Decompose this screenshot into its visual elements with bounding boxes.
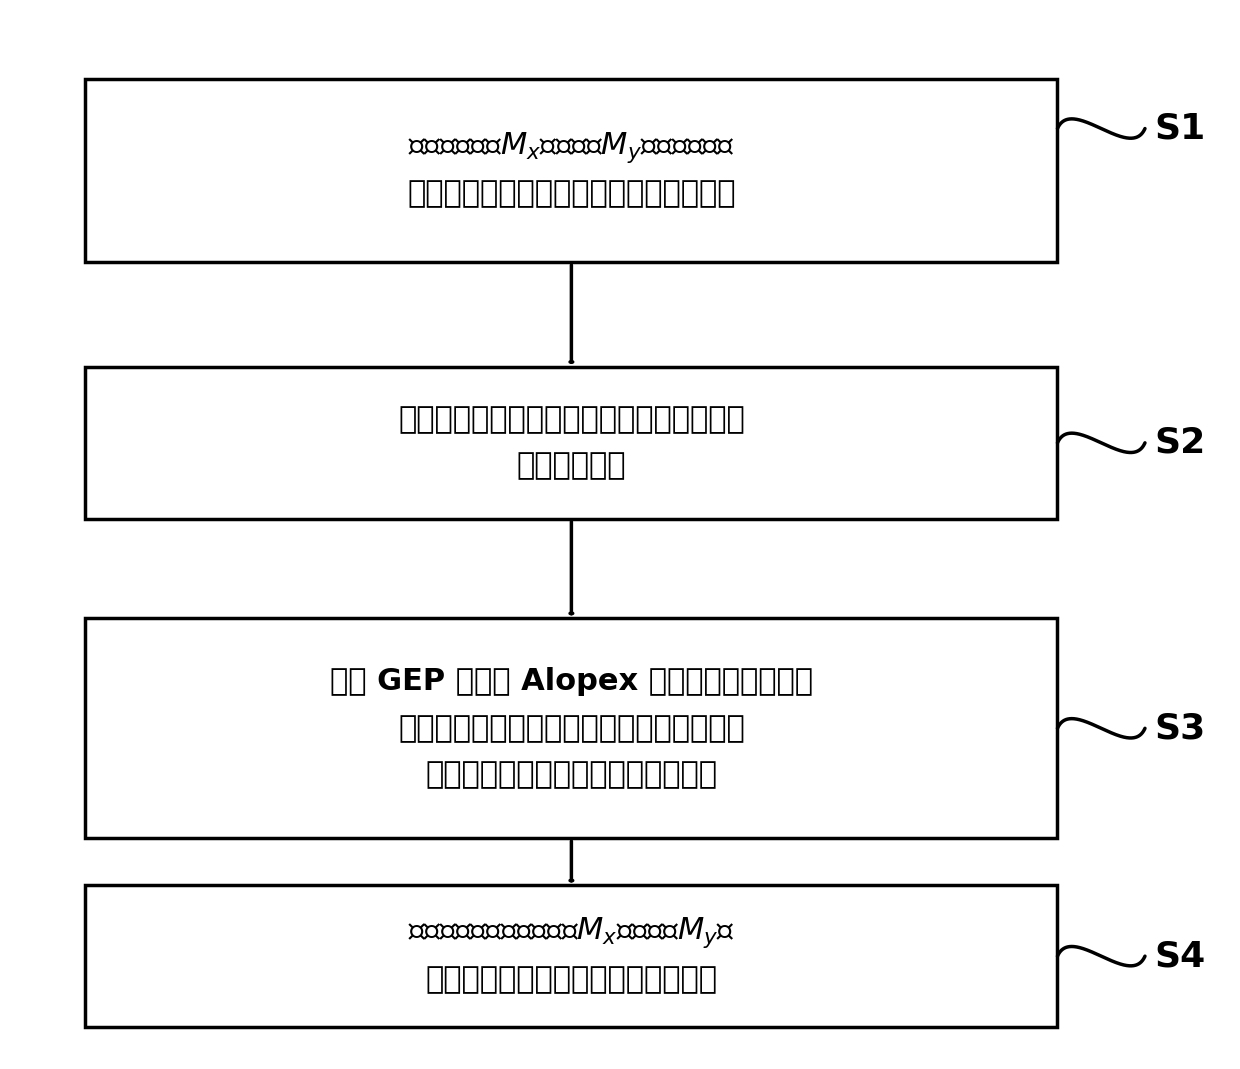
Text: 采用 GEP 算法和 Alopex 算法相结合的方法对: 采用 GEP 算法和 Alopex 算法相结合的方法对: [330, 667, 813, 696]
Text: S1: S1: [1154, 111, 1207, 145]
Text: S2: S2: [1154, 425, 1207, 460]
Text: 顶点选取区域: 顶点选取区域: [517, 451, 626, 481]
FancyBboxPatch shape: [86, 618, 1058, 838]
Text: 之间的最近距离求解得到最近顶点对: 之间的最近距离求解得到最近顶点对: [425, 760, 718, 789]
Text: 通过最近顶点对对多面体$M_x$和多面体$M_y$之: 通过最近顶点对对多面体$M_x$和多面体$M_y$之: [408, 915, 735, 950]
Text: 面三角网格化并进行预处理得到处理信息: 面三角网格化并进行预处理得到处理信息: [407, 180, 735, 208]
FancyBboxPatch shape: [86, 885, 1058, 1027]
FancyBboxPatch shape: [86, 79, 1058, 262]
FancyBboxPatch shape: [86, 367, 1058, 518]
Text: 顶点选取区域内的测试顶点对内的两个顶点: 顶点选取区域内的测试顶点对内的两个顶点: [398, 714, 745, 743]
Text: S4: S4: [1154, 940, 1207, 973]
Text: S3: S3: [1154, 711, 1207, 745]
Text: 间的最近距离精确求解得到最小间距: 间的最近距离精确求解得到最小间距: [425, 965, 718, 994]
Text: 对处理信息采用背面剔除算法进行处理得到: 对处理信息采用背面剔除算法进行处理得到: [398, 405, 745, 434]
Text: 分别将多面体$M_x$和多面体$M_y$的三维模型表: 分别将多面体$M_x$和多面体$M_y$的三维模型表: [408, 129, 735, 165]
